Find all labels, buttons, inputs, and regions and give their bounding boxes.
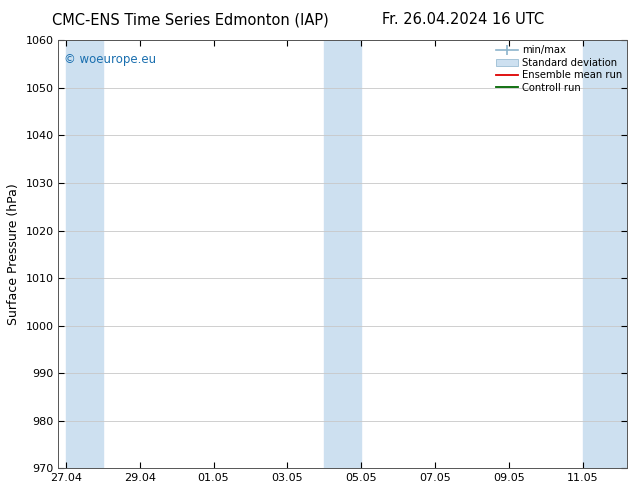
Text: CMC-ENS Time Series Edmonton (IAP): CMC-ENS Time Series Edmonton (IAP): [52, 12, 328, 27]
Text: Fr. 26.04.2024 16 UTC: Fr. 26.04.2024 16 UTC: [382, 12, 544, 27]
Bar: [583, 40, 627, 468]
Text: © woeurope.eu: © woeurope.eu: [64, 53, 157, 66]
Y-axis label: Surface Pressure (hPa): Surface Pressure (hPa): [7, 183, 20, 325]
Bar: [66, 40, 103, 468]
Legend: min/max, Standard deviation, Ensemble mean run, Controll run: min/max, Standard deviation, Ensemble me…: [494, 43, 624, 95]
Bar: [325, 40, 361, 468]
